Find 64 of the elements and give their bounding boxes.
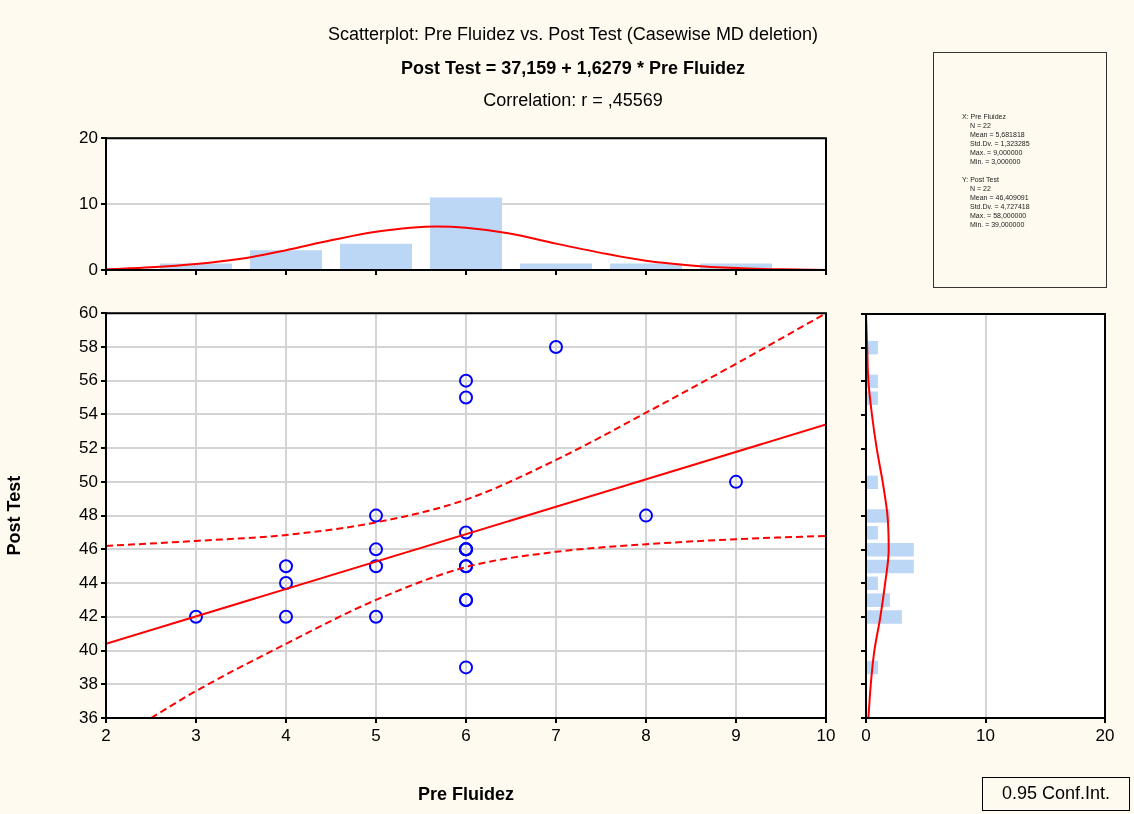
bar (867, 526, 878, 540)
x-axis-title: Pre Fluidez (417, 784, 515, 805)
bar (250, 250, 322, 269)
bar (867, 475, 878, 490)
point (369, 559, 383, 574)
bar (520, 263, 592, 269)
point (279, 609, 293, 624)
x-tick-label: 9 (731, 725, 741, 745)
y-tick-label: 52 (79, 437, 98, 457)
y-axis-title: Post Test (3, 475, 24, 556)
y-tick-label: 20 (79, 127, 98, 147)
point (639, 508, 653, 523)
line-series (150, 534, 826, 718)
point (189, 609, 203, 624)
point (459, 525, 473, 540)
y-tick-label: 42 (79, 606, 98, 626)
x-tick-label: 3 (191, 725, 201, 745)
x-tick-label: 10 (976, 725, 995, 745)
chart-title: Scatterplot: Pre Fluidez vs. Post Test (Casewise MD deletion) (327, 24, 819, 45)
y-tick-label: 56 (79, 370, 98, 390)
bar (867, 559, 914, 574)
bar (867, 576, 878, 591)
bar (867, 542, 914, 557)
text: 0.95 Conf.Int. (982, 777, 1130, 811)
text: Correlation: r = ,45569 (482, 90, 664, 111)
y-tick-label: 38 (79, 673, 98, 693)
point (459, 373, 473, 388)
x-tick-label: 2 (101, 725, 111, 745)
bar (340, 243, 412, 269)
x-tick-label: 8 (641, 725, 651, 745)
bar (867, 593, 890, 607)
y-tick-label: 0 (88, 259, 98, 279)
x-tick-label: 10 (816, 725, 836, 745)
point (459, 390, 473, 405)
x-tick-label: 0 (861, 725, 871, 745)
point (369, 542, 383, 557)
point (549, 339, 563, 354)
y-tick-label: 46 (79, 539, 98, 559)
y-tick-label: 50 (79, 471, 98, 491)
point (459, 660, 473, 675)
point (279, 576, 293, 591)
bar (867, 610, 902, 624)
y-tick-label: 10 (79, 193, 98, 213)
y-tick-label: 54 (79, 404, 98, 424)
point (279, 559, 293, 574)
point (729, 474, 743, 489)
bar (430, 197, 502, 269)
bar (867, 509, 890, 523)
chart-subtitle: Post Test = 37,159 + 1,6279 * Pre Fluidez (400, 58, 746, 79)
x-tick-label: 5 (371, 725, 381, 745)
x-tick-label: 20 (1095, 725, 1115, 745)
y-tick-label: 36 (79, 707, 98, 727)
y-tick-label: 60 (79, 302, 98, 322)
point (369, 609, 383, 624)
y-tick-label: 40 (79, 640, 98, 660)
point (369, 508, 383, 523)
bar (610, 263, 682, 269)
x-tick-label: 6 (461, 725, 471, 745)
y-tick-label: 48 (79, 505, 98, 525)
line-series (106, 313, 826, 547)
x-tick-label: 7 (551, 725, 561, 745)
x-tick-label: 4 (281, 725, 291, 745)
y-tick-label: 44 (79, 572, 98, 592)
y-tick-label: 58 (79, 336, 98, 356)
